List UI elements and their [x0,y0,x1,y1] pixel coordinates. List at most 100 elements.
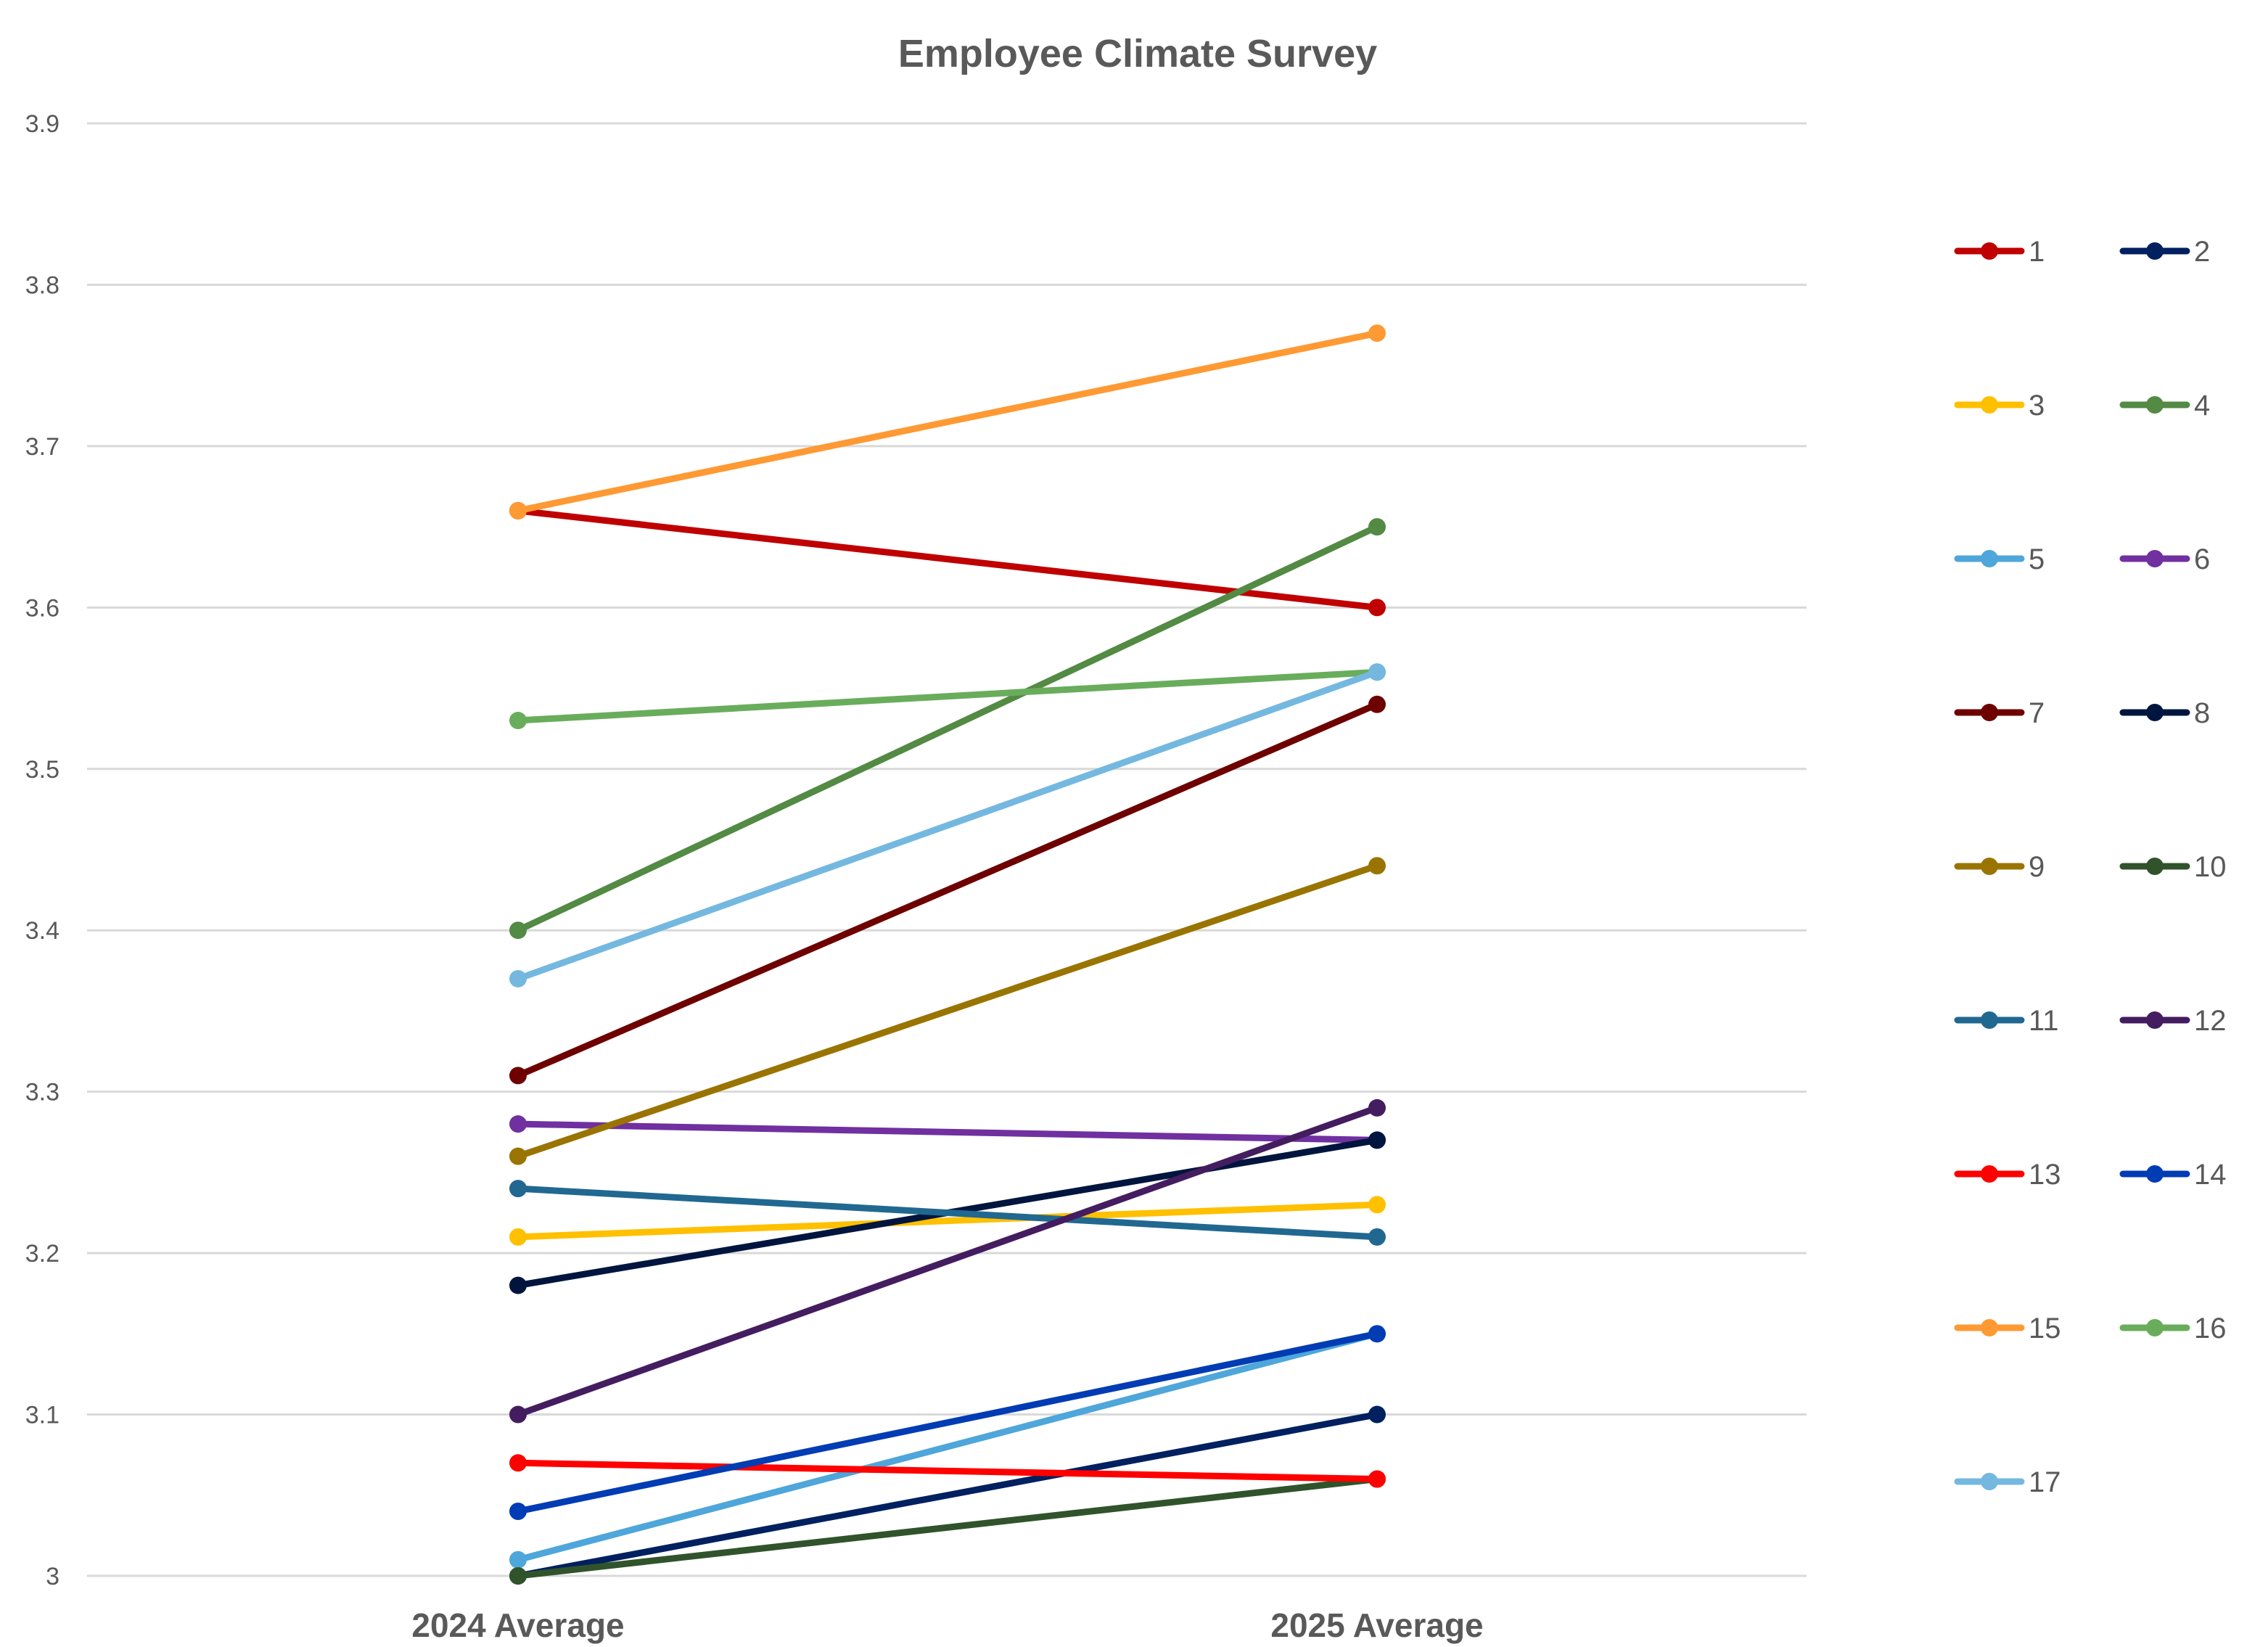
legend-item-11[interactable]: 11 [1954,1005,2059,1037]
data-point [509,1147,527,1165]
data-point [509,921,527,940]
y-tick-label: 3.3 [25,1079,59,1106]
data-point [509,501,527,519]
series-12 [509,1098,1386,1424]
legend-label: 8 [2194,697,2210,729]
legend-item-4[interactable]: 4 [2119,390,2210,422]
data-point [1368,1228,1386,1246]
data-point [509,712,527,730]
legend-item-3[interactable]: 3 [1954,390,2045,422]
legend-item-1[interactable]: 1 [1954,236,2045,268]
legend-item-5[interactable]: 5 [1954,543,2045,575]
legend-marker-icon [1981,1165,1998,1183]
series-13 [509,1454,1386,1488]
y-tick-label: 3.7 [25,433,59,461]
x-axis-ticks: 2024 Average 2025 Average [411,1606,1483,1644]
legend-marker-icon [1981,242,1998,260]
series-line [514,1201,1381,1241]
legend-item-9[interactable]: 9 [1954,851,2045,883]
series-line [514,507,1381,611]
legend-marker-icon [1981,396,1998,414]
y-tick-label: 3.8 [25,271,59,299]
legend-label: 2 [2194,236,2210,268]
x-tick-label: 2025 Average [1270,1606,1483,1644]
series-11 [509,1180,1386,1246]
legend-label: 3 [2029,390,2045,422]
legend-item-2[interactable]: 2 [2119,236,2210,268]
legend-label: 10 [2194,851,2227,883]
series-3 [509,1196,1386,1246]
legend-marker-icon [2146,1319,2164,1336]
series-17 [509,663,1386,987]
legend-marker-icon [1981,1319,1998,1336]
y-tick-label: 3.4 [25,917,59,945]
data-point [1368,1405,1386,1424]
legend-item-10[interactable]: 10 [2119,851,2227,883]
data-point [509,969,527,987]
data-point [509,1115,527,1133]
series-9 [509,857,1386,1165]
series-line [514,1459,1381,1483]
legend-label: 11 [2029,1005,2059,1037]
legend-label: 5 [2029,543,2045,575]
data-point [1368,599,1386,617]
y-tick-label: 3.9 [25,110,59,138]
legend-item-7[interactable]: 7 [1954,697,2045,729]
series-line [514,1330,1381,1564]
legend-marker-icon [1981,858,1998,875]
x-tick-label: 2024 Average [411,1606,624,1644]
series-6 [509,1115,1386,1149]
series-line [514,862,1381,1160]
data-point [509,1567,527,1585]
data-point [509,1503,527,1521]
series-line [514,1104,1381,1418]
series-15 [509,324,1386,519]
legend-label: 16 [2194,1313,2227,1344]
legend-marker-icon [1981,1473,1998,1490]
legend-marker-icon [2146,550,2164,567]
data-point [1368,1470,1386,1488]
legend-item-15[interactable]: 15 [1954,1313,2061,1344]
series-line [514,1185,1381,1241]
legend-marker-icon [2146,1011,2164,1029]
series-7 [509,695,1386,1085]
legend-label: 4 [2194,390,2210,422]
series-line [514,1476,1381,1580]
data-point [1368,324,1386,342]
data-point [509,1067,527,1085]
data-point [1368,518,1386,536]
data-point [1368,857,1386,875]
y-tick-label: 3 [46,1563,59,1590]
legend-item-16[interactable]: 16 [2119,1313,2227,1344]
legend-item-12[interactable]: 12 [2119,1005,2227,1037]
data-point [1368,663,1386,681]
legend-label: 15 [2029,1313,2061,1344]
y-tick-label: 3.6 [25,594,59,622]
series-line [514,329,1381,514]
legend-item-17[interactable]: 17 [1954,1466,2061,1498]
legend-item-8[interactable]: 8 [2119,697,2210,729]
data-point [509,1551,527,1569]
legend-item-14[interactable]: 14 [2119,1159,2227,1191]
data-point [509,1180,527,1198]
legend-marker-icon [2146,1165,2164,1183]
series-lines [509,324,1386,1585]
series-4 [509,518,1386,940]
data-point [509,1454,527,1472]
legend-marker-icon [2146,396,2164,414]
legend-marker-icon [2146,242,2164,260]
data-point [509,1405,527,1424]
legend-item-13[interactable]: 13 [1954,1159,2061,1191]
legend-label: 14 [2194,1159,2227,1191]
series-line [514,1411,1381,1580]
series-line [514,1120,1381,1143]
legend-label: 7 [2029,697,2045,729]
legend-marker-icon [2146,858,2164,875]
data-point [1368,1131,1386,1149]
legend-item-6[interactable]: 6 [2119,543,2210,575]
series-line [514,668,1381,982]
legend-label: 12 [2194,1005,2227,1037]
legend-label: 1 [2029,236,2045,268]
